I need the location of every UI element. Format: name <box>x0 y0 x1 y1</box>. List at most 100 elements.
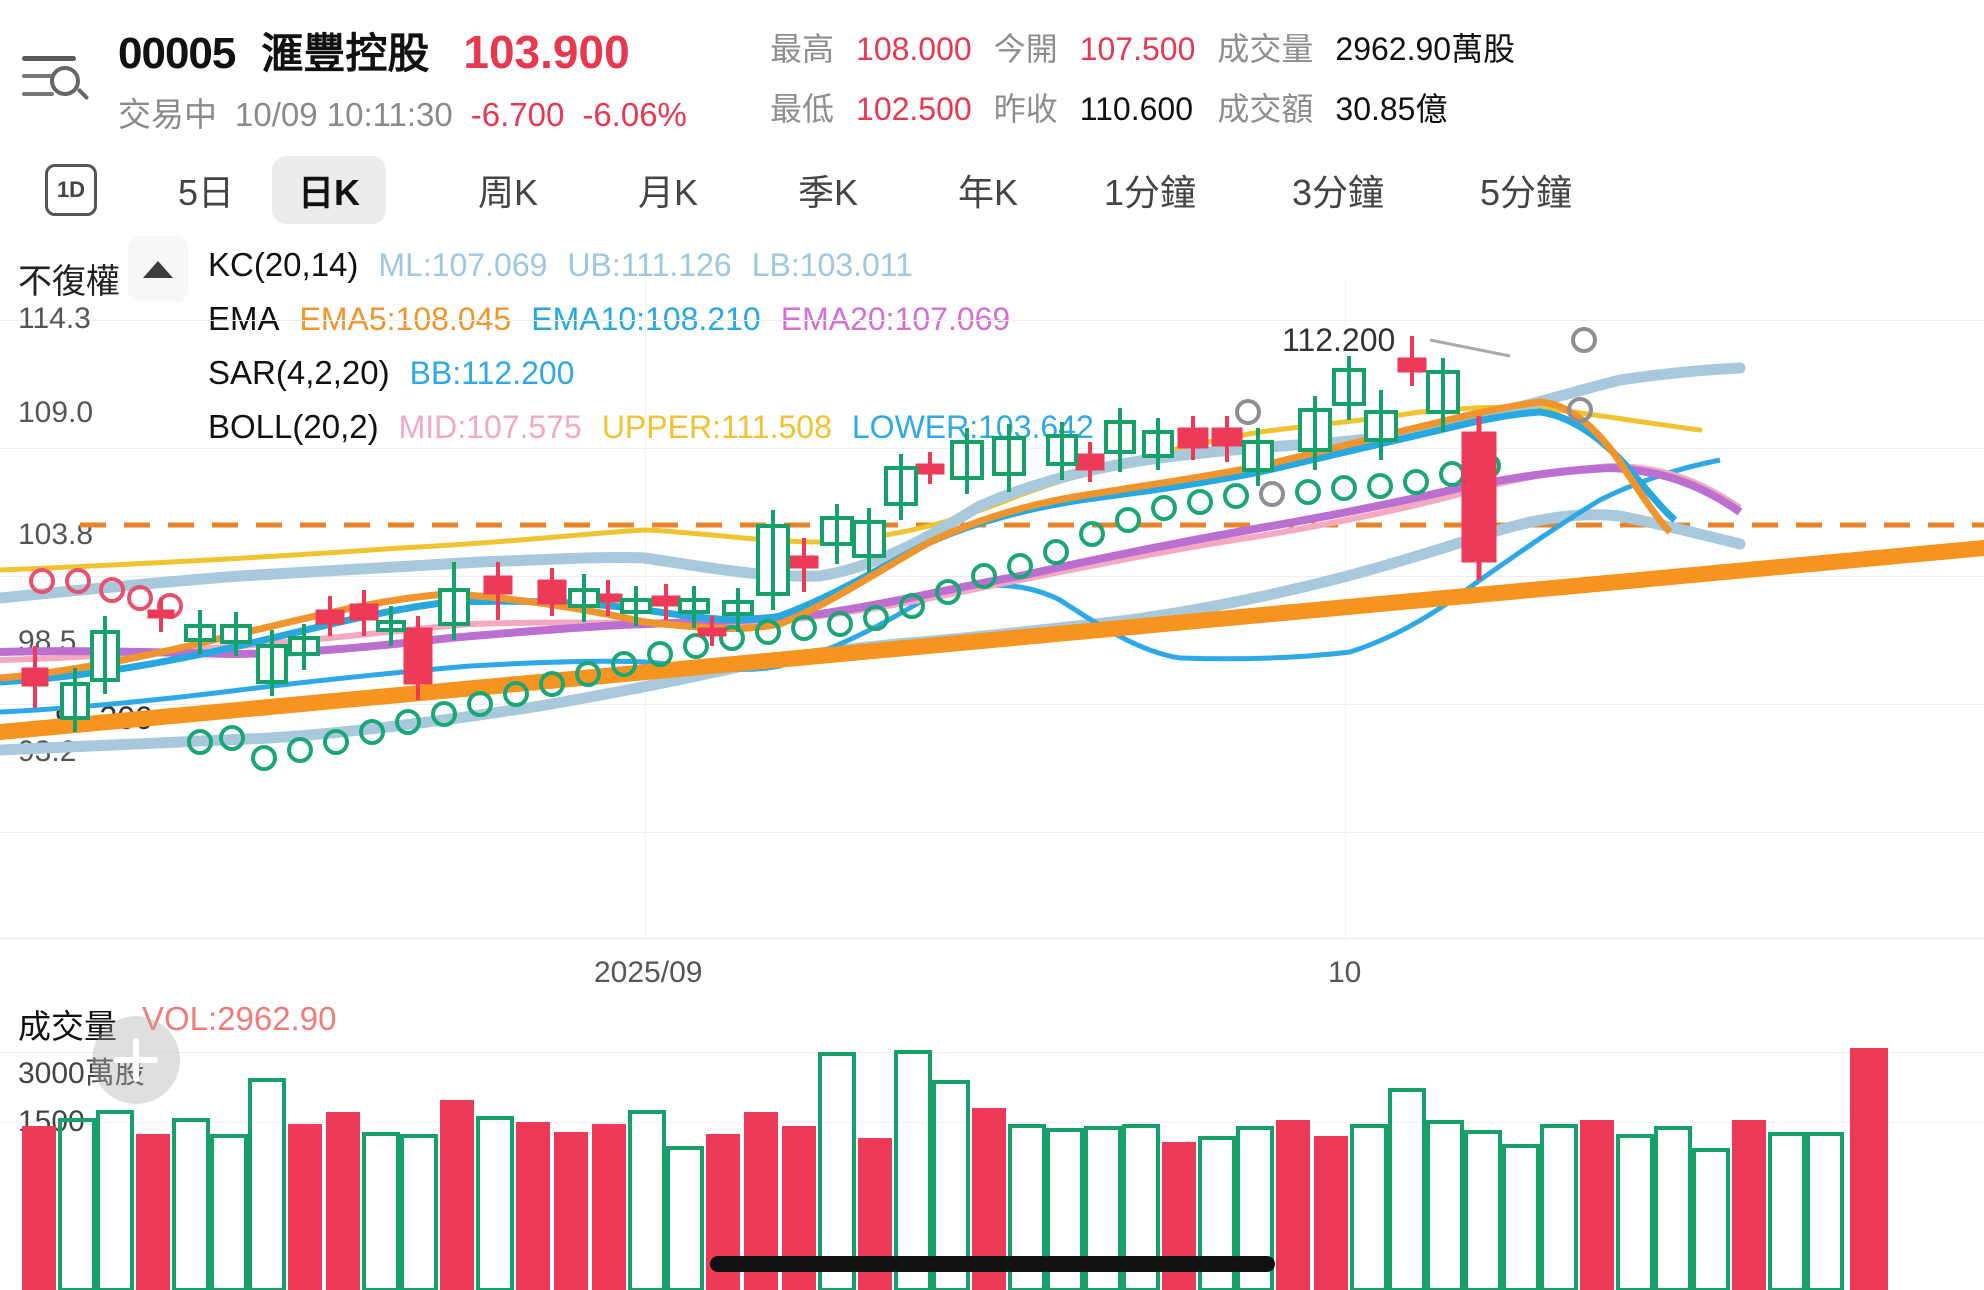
price-change: -6.700 <box>470 96 565 133</box>
volume-bar <box>554 1132 588 1290</box>
gridline-932 <box>0 832 1984 833</box>
adjust-mode-label[interactable]: 不復權 <box>18 263 120 301</box>
volume-bar <box>818 1052 856 1290</box>
volume-bar <box>592 1124 626 1290</box>
volume-bar <box>172 1118 210 1290</box>
annotation-sar-bb: 112.200 <box>1282 322 1396 358</box>
triangle-up-icon <box>143 260 173 278</box>
volume-bar <box>22 1126 56 1290</box>
legend-kc-lb: LB:103.011 <box>751 247 914 283</box>
stat-label-volume: 成交量 <box>1217 31 1314 67</box>
legend-row-kc[interactable]: KC(20,14) ML:107.069 UB:111.126 LB:103.0… <box>208 246 913 284</box>
chart-bottom-rule <box>0 938 1984 939</box>
volume-bar <box>58 1118 96 1290</box>
legend-name-sar: SAR(4,2,20) <box>208 354 390 391</box>
x-tick-10: 10 <box>1328 956 1362 989</box>
volume-bars <box>22 1048 1888 1290</box>
volume-bar <box>1616 1134 1654 1290</box>
tab-week-k[interactable]: 周K <box>478 172 539 213</box>
volume-bar <box>1198 1136 1236 1290</box>
volume-bar <box>1654 1126 1692 1290</box>
candle-up-group <box>60 356 1460 732</box>
volume-bar <box>1046 1128 1084 1290</box>
stat-label-low: 最低 <box>770 91 835 127</box>
volume-bar <box>400 1134 438 1290</box>
volume-bar <box>1350 1124 1388 1290</box>
volume-bar <box>476 1116 514 1290</box>
legend-name-ema: EMA <box>208 300 280 337</box>
volume-bar <box>932 1080 970 1290</box>
volume-chart[interactable]: 成交量 VOL:2962.90 3000萬股 1500 <box>0 1000 1984 1290</box>
symbol-code: 00005 <box>118 29 236 78</box>
tab-quarter-k[interactable]: 季K <box>798 172 859 213</box>
volume-bar <box>1008 1124 1046 1290</box>
tab-5d[interactable]: 5日 <box>178 172 235 213</box>
volume-bar <box>1314 1136 1348 1290</box>
legend-row-ema[interactable]: EMA EMA5:108.045 EMA10:108.210 EMA20:107… <box>208 300 1010 338</box>
last-price: 103.900 <box>463 26 630 78</box>
volume-bar <box>628 1110 666 1290</box>
volume-bars-canvas <box>22 1048 1888 1290</box>
stat-value-prevclose: 110.600 <box>1079 91 1193 127</box>
volume-bar <box>96 1110 134 1290</box>
stat-label-prevclose: 昨收 <box>993 91 1058 127</box>
price-change-percent: -6.06% <box>582 96 687 133</box>
home-indicator-bar[interactable] <box>710 1256 1275 1272</box>
gridline-1143 <box>0 320 1984 321</box>
legend-ema5: EMA5:108.045 <box>299 301 512 337</box>
volume-bar <box>666 1146 704 1290</box>
legend-sar-bb: BB:112.200 <box>409 355 575 391</box>
volume-value: VOL:2962.90 <box>142 1000 337 1037</box>
tab-day-k[interactable]: 日K <box>272 156 386 224</box>
price-chart[interactable]: 114.3 109.0 103.8 98.5 93.2 2025/09 10 1… <box>0 280 1984 1000</box>
add-indicator-button[interactable] <box>92 1016 180 1104</box>
legend-kc-ml: ML:107.069 <box>378 247 548 283</box>
volume-bar <box>210 1134 248 1290</box>
tab-1d-badge[interactable]: 1D <box>45 164 97 216</box>
volume-gridline-top <box>0 1052 1984 1053</box>
tab-month-k[interactable]: 月K <box>638 172 699 213</box>
menu-search-icon[interactable] <box>22 48 90 104</box>
chart-canvas <box>0 327 1984 771</box>
quote-datetime: 10/09 10:11:30 <box>235 96 453 133</box>
gridline-985 <box>0 704 1984 705</box>
quote-stats: 最高 108.000 今開 107.500 成交量 2962.90萬股 最低 1… <box>770 24 1515 130</box>
volume-bar <box>1768 1132 1806 1290</box>
legend-boll-mid: MID:107.575 <box>398 409 582 445</box>
volume-bar <box>1276 1120 1310 1290</box>
volume-bar <box>1426 1120 1464 1290</box>
tab-3min[interactable]: 3分鐘 <box>1292 172 1385 213</box>
tab-year-k[interactable]: 年K <box>958 172 1019 213</box>
volume-bar <box>1850 1048 1888 1290</box>
volume-bar <box>1464 1130 1502 1290</box>
legend-boll-upper: UPPER:111.508 <box>601 409 832 445</box>
stat-value-low: 102.500 <box>856 91 972 127</box>
volume-bar <box>1502 1144 1540 1290</box>
stat-label-high: 最高 <box>770 31 835 67</box>
period-tab-bar[interactable]: 1D 5日 日K 周K 月K 季K 年K 1分鐘 3分鐘 5分鐘 <box>0 148 1984 234</box>
tab-5min[interactable]: 5分鐘 <box>1480 172 1573 213</box>
collapse-indicators-button[interactable] <box>128 236 188 302</box>
gridline-1038 <box>0 576 1984 577</box>
stat-value-volume: 2962.90萬股 <box>1335 31 1516 67</box>
tab-1min[interactable]: 1分鐘 <box>1104 172 1197 213</box>
sar-dots-current <box>1235 327 1597 507</box>
x-tick-202509: 2025/09 <box>594 956 703 989</box>
user-trendline[interactable] <box>0 540 1984 740</box>
volume-bar <box>894 1050 932 1290</box>
legend-name-boll: BOLL(20,2) <box>208 408 379 445</box>
volume-bar <box>136 1134 170 1290</box>
legend-row-sar[interactable]: SAR(4,2,20) BB:112.200 <box>208 354 574 392</box>
legend-name-kc: KC(20,14) <box>208 246 359 283</box>
stat-value-open: 107.500 <box>1079 31 1196 67</box>
stat-label-turnover: 成交額 <box>1217 91 1314 127</box>
market-status: 交易中 <box>118 96 217 133</box>
volume-bar <box>1692 1148 1730 1290</box>
legend-ema20: EMA20:107.069 <box>780 301 1011 337</box>
volume-title: 成交量 <box>18 1008 117 1045</box>
annotation-leader-line <box>1429 338 1511 358</box>
y-tick-1090: 109.0 <box>18 396 94 429</box>
stat-value-high: 108.000 <box>856 31 972 67</box>
legend-kc-ub: UB:111.126 <box>567 247 732 283</box>
